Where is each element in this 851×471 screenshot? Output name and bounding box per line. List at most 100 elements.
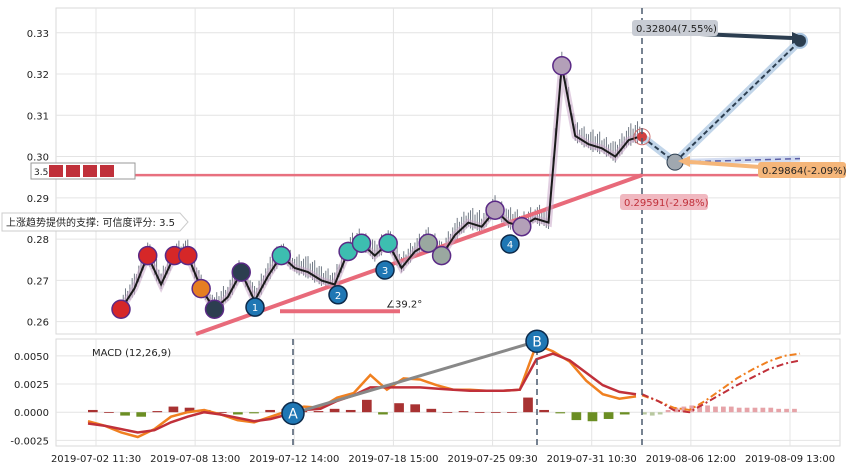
price-ytick-label: 0.27 — [27, 276, 49, 287]
macd-histogram — [88, 397, 797, 422]
histogram-bar — [152, 411, 163, 413]
histogram-bar — [426, 408, 437, 413]
ab-marker-label: A — [288, 406, 298, 422]
histogram-bar — [249, 412, 259, 414]
price-ytick-label: 0.31 — [27, 111, 49, 122]
histogram-bar — [555, 412, 566, 414]
pattern-point — [500, 234, 520, 254]
ab-line — [292, 339, 538, 415]
score-tag-label: 3.5 — [34, 168, 48, 178]
macd-markers: AB — [281, 329, 549, 426]
annotation-box — [620, 194, 708, 210]
forecast-histogram-bar — [744, 407, 750, 413]
forecast-histogram-bar — [642, 412, 647, 415]
price-ytick-label: 0.33 — [27, 29, 49, 40]
forecast-histogram-bar — [776, 408, 782, 413]
note-marker — [111, 299, 131, 319]
histogram-bar — [184, 407, 195, 413]
histogram-bar — [442, 412, 453, 414]
histogram-bar — [603, 412, 614, 419]
histogram-bar — [507, 412, 517, 414]
histogram-bar — [410, 404, 421, 413]
histogram-bar — [458, 411, 469, 413]
current-point — [637, 131, 647, 142]
pattern-point — [245, 297, 265, 317]
price-ytick-label: 0.28 — [27, 235, 49, 246]
forecast-histogram-bar — [728, 406, 734, 413]
histogram-bar — [233, 412, 243, 415]
macd-yaxis: 0.0050 0.0025 0.0000 -0.0025 — [10, 352, 49, 447]
x-axis: 2019-07-02 11:30 2019-07-08 13:00 2019-07-… — [51, 8, 835, 465]
xtick-label: 2019-07-02 11:30 — [51, 454, 141, 465]
ab-marker — [525, 329, 549, 354]
forecast-histogram-bar — [736, 407, 742, 413]
note-marker — [271, 245, 292, 266]
mid-arrow — [689, 160, 761, 169]
xtick-label: 2019-07-31 10:30 — [547, 454, 637, 465]
xtick-label: 2019-07-25 09:30 — [448, 454, 538, 465]
histogram-bar — [619, 412, 630, 415]
note-marker — [231, 262, 251, 282]
uptrend-line — [195, 173, 643, 336]
histogram-bar — [362, 399, 372, 413]
note-marker — [552, 56, 572, 76]
forecast-histogram-bar — [760, 407, 766, 413]
price-ytick-label: 0.26 — [27, 318, 49, 329]
forecast-histogram-bar — [713, 406, 718, 413]
xtick-label: 2019-07-12 14:00 — [249, 454, 339, 465]
note-marker — [191, 278, 211, 299]
histogram-bar — [490, 412, 501, 414]
macd-ytick-label: -0.0025 — [10, 436, 49, 447]
histogram-bar — [88, 409, 98, 413]
forecast-histogram-bar — [681, 406, 687, 413]
histogram-bar — [539, 409, 549, 413]
price-panel — [55, 7, 841, 335]
note-marker — [431, 245, 452, 266]
forecast-histogram-bar — [721, 406, 726, 413]
support-tag: 上涨趋势提供的支撑: 可信度评分: 3.5 — [1, 212, 189, 232]
histogram-bar — [587, 412, 598, 422]
note-marker — [351, 233, 372, 253]
forecast-histogram-bar — [657, 412, 663, 415]
xtick-label: 2019-07-08 13:00 — [150, 454, 240, 465]
forecast-path — [674, 40, 801, 163]
pattern-point-label: 4 — [507, 240, 513, 251]
histogram-bar — [120, 412, 130, 416]
forecast-histogram-bar — [792, 408, 797, 413]
signal-line — [87, 352, 637, 434]
angle-label: ∠39.2° — [386, 299, 422, 310]
pattern-markers: 1 2 3 4 — [111, 56, 572, 319]
histogram-bar — [474, 412, 485, 414]
annotation-label: 0.29864(-2.09%) — [762, 166, 847, 177]
xtick-label: 2019-08-09 13:00 — [745, 454, 835, 465]
forecast-histogram-bar — [784, 408, 789, 413]
note-marker — [378, 233, 398, 253]
annotation-box — [758, 162, 846, 178]
pattern-point-label: 1 — [252, 303, 258, 314]
pattern-point — [328, 285, 348, 305]
pattern-point — [375, 260, 395, 280]
pattern-point-label: 2 — [335, 291, 341, 302]
annotation-label: 0.29591(-2.98%) — [624, 198, 709, 209]
macd-panel — [55, 338, 841, 447]
histogram-bar — [345, 409, 356, 413]
score-tag: 3.5 — [30, 162, 136, 180]
note-marker — [178, 245, 198, 266]
forecast-histogram-bar — [705, 405, 710, 413]
note-marker — [418, 233, 439, 253]
histogram-bar — [136, 412, 147, 417]
forecast-histogram-bar — [768, 407, 774, 413]
forecast-signal-line — [641, 359, 801, 414]
note-marker — [204, 299, 225, 319]
price-ytick-label: 0.29 — [27, 194, 49, 205]
pattern-point-label: 3 — [382, 266, 388, 277]
histogram-bar — [313, 411, 324, 413]
annotation-label: 0.32804(7.55%) — [636, 24, 717, 35]
macd-ytick-label: 0.0000 — [14, 408, 49, 419]
forecast-histogram-bar — [649, 412, 655, 416]
histogram-bar — [216, 412, 227, 414]
xtick-label: 2019-07-18 15:00 — [348, 454, 438, 465]
xtick-label: 2019-08-06 12:00 — [646, 454, 736, 465]
price-yaxis: 0.33 0.32 0.31 0.30 0.29 0.28 0.27 0.26 — [27, 29, 49, 329]
